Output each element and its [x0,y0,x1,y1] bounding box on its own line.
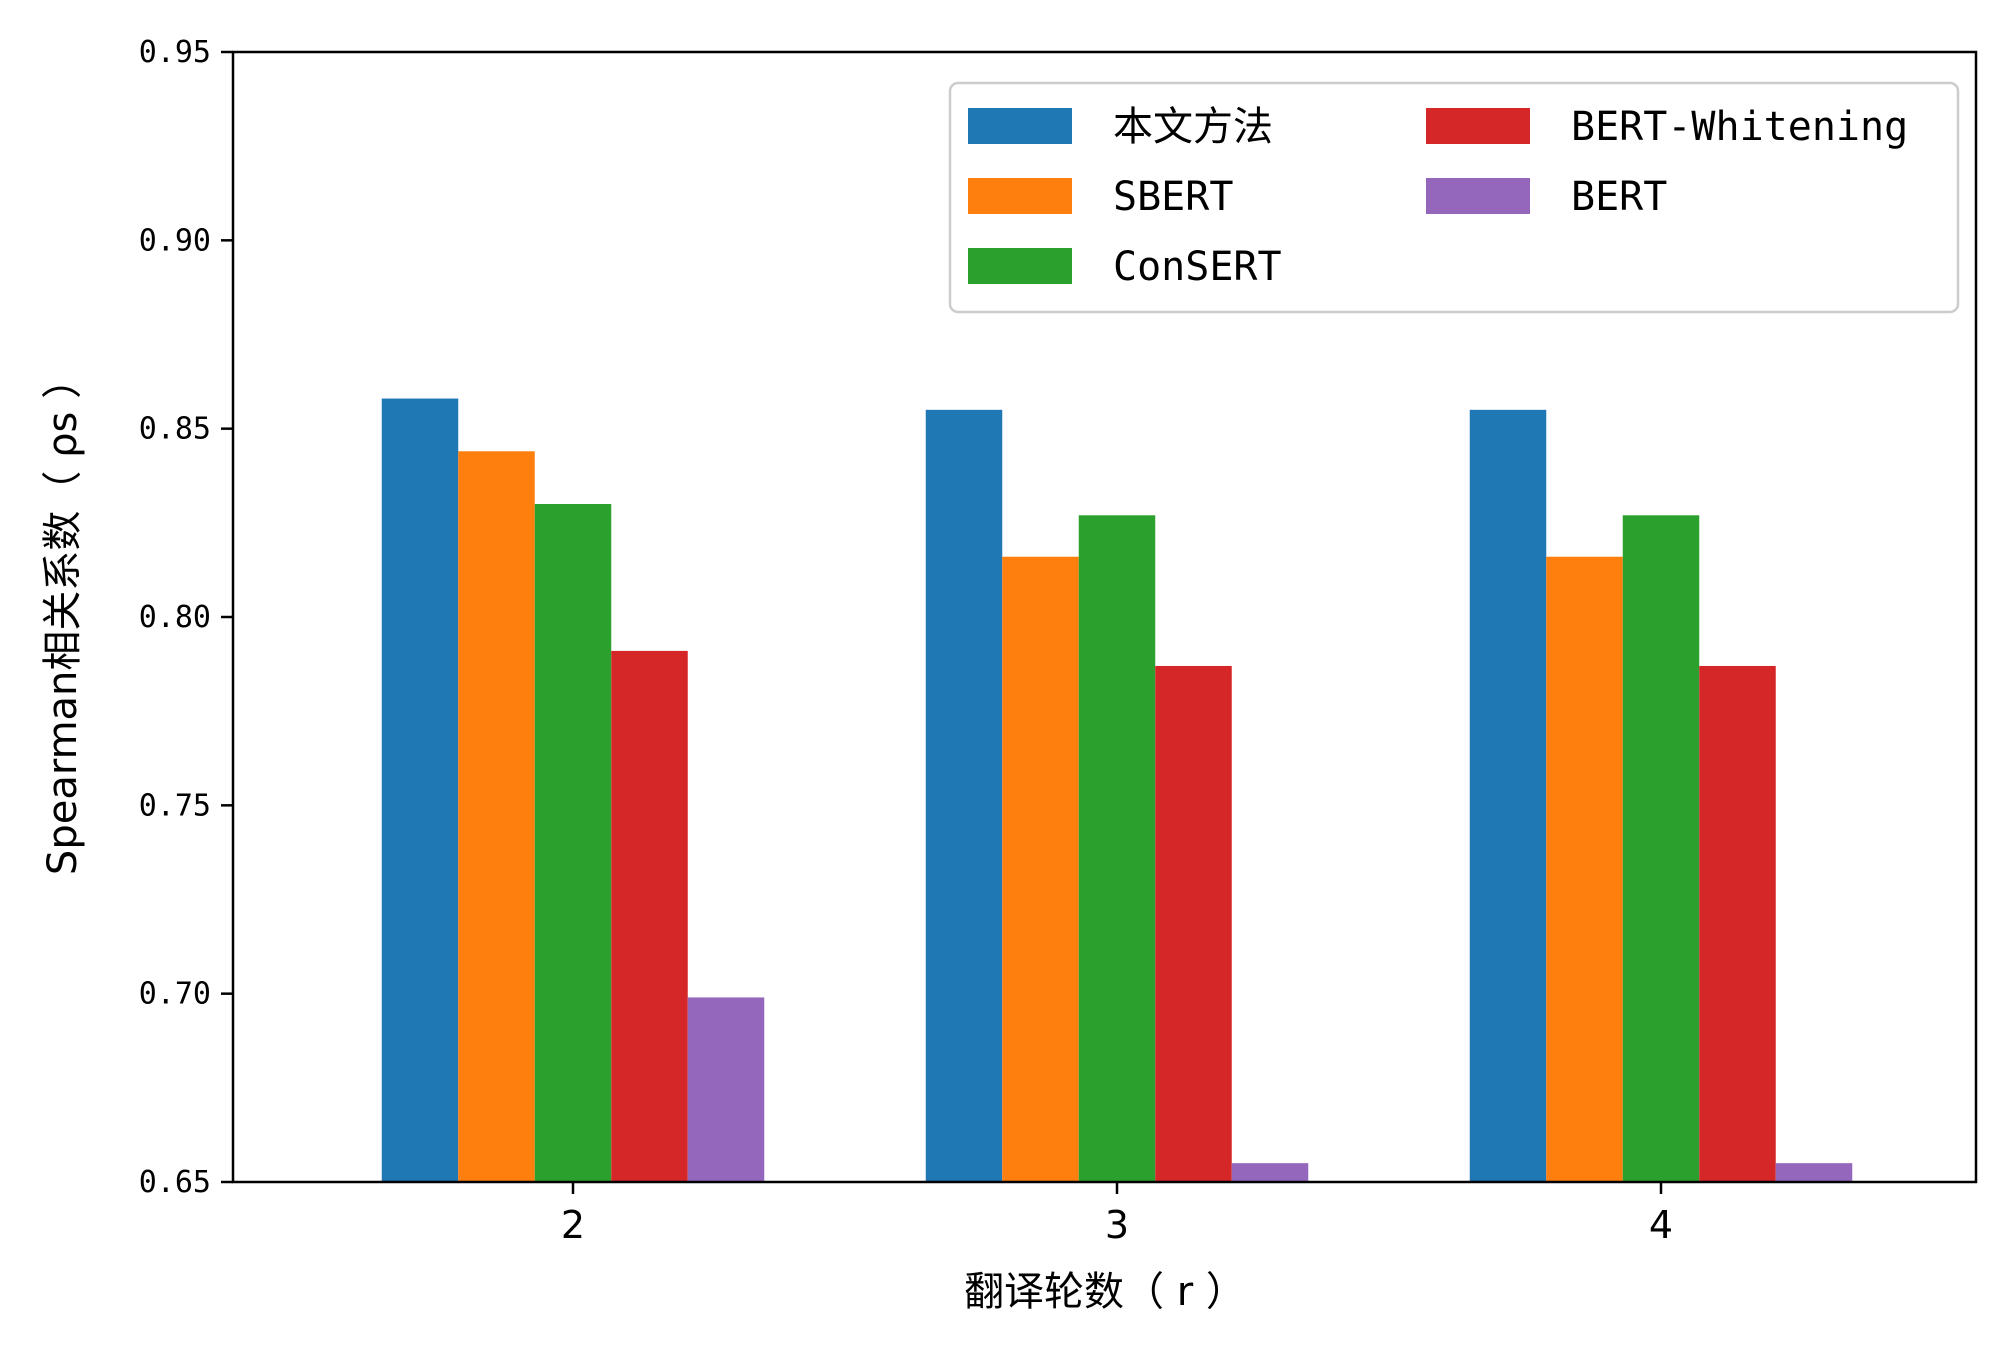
y-tick-label: 0.65 [139,1165,211,1200]
y-axis-label: Spearman相关系数（ ρs ） [40,359,86,875]
legend-label: BERT [1571,174,1667,220]
bar-本文方法-4 [1469,409,1547,1182]
bar-ConSERT-4 [1622,515,1700,1182]
y-axis-ticks: 0.65 0.70 0.75 0.80 0.85 0.90 0.95 [139,35,233,1200]
legend-swatch [1426,178,1530,214]
bar-BERT-Whitening-4 [1699,665,1776,1182]
bar-BERT-Whitening-2 [611,650,688,1182]
bar-SBERT-4 [1546,556,1623,1182]
bar-ConSERT-3 [1078,515,1156,1182]
x-axis-ticks: 2 3 4 [561,1182,1673,1247]
bar-BERT-3 [1231,1163,1309,1182]
y-tick-label: 0.80 [139,600,211,635]
x-tick-label: 3 [1105,1203,1129,1247]
bar-BERT-Whitening-3 [1155,665,1232,1182]
bar-SBERT-3 [1002,556,1079,1182]
legend: 本文方法 SBERT ConSERT BERT-Whitening BERT [948,81,1960,314]
bars [381,398,1853,1182]
bar-BERT-2 [687,997,765,1182]
y-tick-label: 0.95 [139,35,211,70]
legend-swatch [968,108,1072,144]
bar-本文方法-3 [925,409,1003,1182]
bar-SBERT-2 [458,451,535,1182]
legend-swatch [968,178,1072,214]
legend-label: BERT-Whitening [1571,104,1908,150]
bar-本文方法-2 [381,398,459,1182]
y-tick-label: 0.85 [139,412,211,447]
legend-label: 本文方法 [1113,104,1273,150]
bar-BERT-4 [1775,1163,1853,1182]
legend-label: ConSERT [1113,244,1282,290]
bar-ConSERT-2 [534,504,612,1182]
y-tick-label: 0.75 [139,788,211,823]
legend-swatch [968,248,1072,284]
x-tick-label: 2 [561,1203,585,1247]
y-tick-label: 0.90 [139,223,211,258]
x-tick-label: 4 [1649,1203,1673,1247]
y-tick-label: 0.70 [139,977,211,1012]
x-axis-label: 翻译轮数（ r ） [964,1269,1246,1315]
legend-label: SBERT [1113,174,1233,220]
legend-swatch [1426,108,1530,144]
